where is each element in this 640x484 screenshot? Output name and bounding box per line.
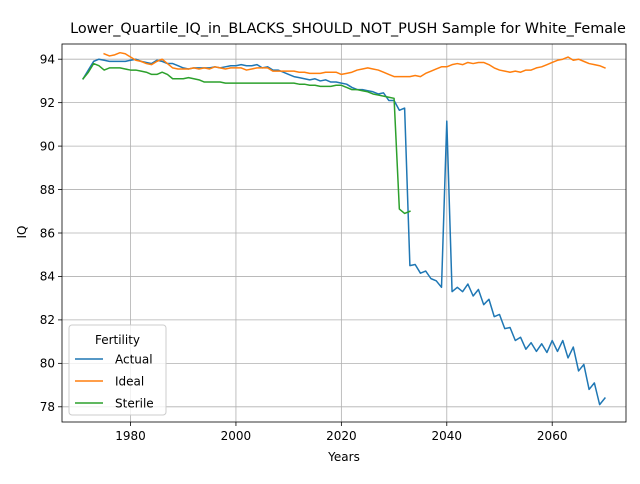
axes: 1980 2000 2020 2040 2060 78 80 82 84 86 88 90 92 94 [40, 53, 568, 443]
x-axis-label: Years [327, 450, 360, 464]
series-line-actual [82, 58, 606, 406]
legend-title: Fertility [95, 333, 140, 347]
y-tick-label: 94 [40, 53, 55, 67]
y-tick-label: 80 [40, 357, 55, 371]
x-tick-label: 2000 [221, 429, 252, 443]
y-axis-label: IQ [15, 226, 29, 239]
legend-box [68, 324, 167, 416]
y-tick-label: 88 [40, 183, 55, 197]
legend-label-sterile: Sterile [115, 396, 154, 410]
series-line-ideal [103, 51, 606, 78]
x-tick-label: 2040 [432, 429, 463, 443]
y-tick-label: 86 [40, 226, 55, 240]
chart-title: Lower_Quartile_IQ_in_BLACKS_SHOULD_NOT_P… [70, 21, 626, 37]
y-tick-label: 84 [40, 270, 55, 284]
x-tick-label: 2060 [537, 429, 568, 443]
y-tick-label: 90 [40, 139, 55, 153]
series-line-sterile [82, 62, 411, 215]
legend: Fertility Actual Ideal Sterile [68, 324, 167, 416]
series-lines [82, 51, 606, 406]
x-tick-label: 1980 [115, 429, 146, 443]
y-tick-label: 78 [40, 400, 55, 414]
y-tick-label: 82 [40, 313, 55, 327]
legend-label-ideal: Ideal [115, 374, 144, 388]
legend-label-actual: Actual [115, 352, 153, 366]
y-tick-label: 92 [40, 96, 55, 110]
x-tick-label: 2020 [326, 429, 357, 443]
